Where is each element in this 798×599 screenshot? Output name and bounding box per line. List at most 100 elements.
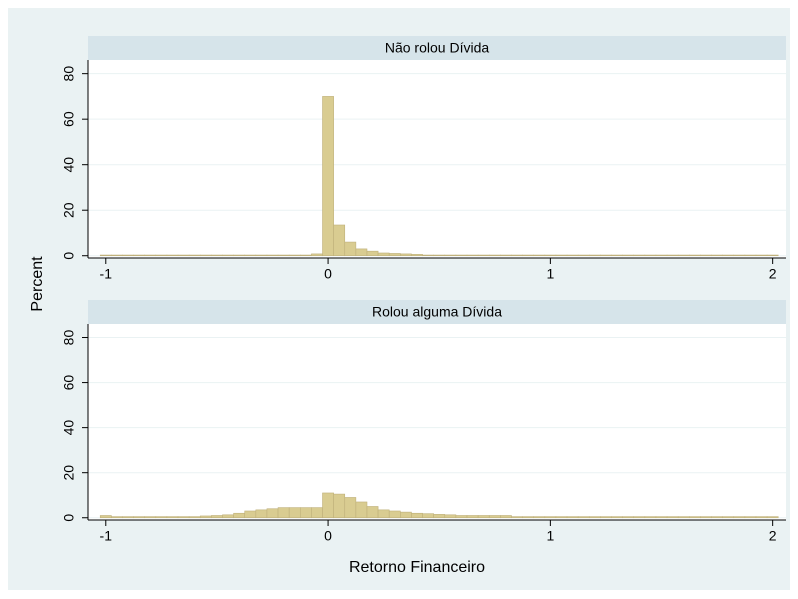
bar — [477, 254, 490, 257]
bar — [455, 254, 468, 257]
bar — [322, 492, 334, 519]
bar — [577, 254, 590, 257]
bar — [689, 254, 701, 257]
y-tick-label: 0 — [61, 252, 77, 260]
bar — [700, 254, 712, 257]
bar — [133, 254, 145, 257]
bar — [555, 516, 568, 519]
bar — [522, 254, 534, 257]
bar — [677, 516, 690, 519]
bar — [544, 254, 557, 257]
bar — [555, 254, 568, 257]
bar — [288, 507, 301, 519]
bar — [344, 241, 357, 257]
bar — [333, 224, 346, 257]
x-tick-label: 1 — [546, 266, 554, 282]
bar — [366, 506, 379, 519]
bar — [588, 254, 601, 257]
bar — [322, 96, 334, 257]
y-tick-label: 0 — [61, 514, 77, 522]
bar — [733, 516, 746, 519]
plot-area — [88, 324, 786, 520]
y-tick-label: 20 — [61, 202, 77, 218]
bar — [111, 516, 123, 519]
y-axis-label: Percent — [29, 256, 46, 312]
bar — [711, 516, 723, 519]
bar — [622, 254, 635, 257]
bar — [644, 254, 657, 257]
bar — [299, 254, 312, 257]
bar — [99, 515, 112, 519]
bar — [444, 254, 457, 257]
bar — [533, 254, 546, 257]
y-tick-label: 20 — [61, 465, 77, 481]
bar — [266, 508, 279, 519]
bar — [544, 516, 557, 519]
bar — [722, 516, 735, 519]
bar — [689, 516, 701, 519]
bar — [600, 516, 612, 519]
bar — [199, 515, 212, 519]
bar — [311, 507, 323, 519]
bar — [422, 254, 434, 257]
bar — [455, 515, 468, 519]
bar — [633, 254, 646, 257]
bar — [500, 254, 512, 257]
bar — [388, 510, 401, 519]
bar — [355, 501, 368, 519]
bar — [244, 510, 257, 519]
x-tick-label: 2 — [769, 528, 777, 544]
bar — [744, 254, 757, 257]
bar — [277, 254, 290, 257]
bar — [633, 516, 646, 519]
bar — [600, 254, 612, 257]
bar — [644, 516, 657, 519]
bar — [177, 254, 190, 257]
bar — [222, 254, 234, 257]
y-tick-label: 40 — [61, 420, 77, 436]
bar — [400, 253, 412, 257]
bar — [133, 516, 145, 519]
panel-title: Não rolou Dívida — [385, 40, 489, 56]
y-tick-label: 80 — [61, 66, 77, 82]
bar — [466, 515, 479, 519]
bar — [422, 513, 434, 519]
y-tick-label: 60 — [61, 111, 77, 127]
y-tick-label: 40 — [61, 157, 77, 173]
bar — [355, 248, 368, 257]
bar — [411, 254, 423, 257]
panel-title: Rolou alguma Dívida — [372, 304, 502, 320]
panel-header — [88, 36, 786, 60]
bar — [433, 514, 446, 519]
bar — [577, 516, 590, 519]
bar — [500, 515, 512, 519]
bar — [444, 514, 457, 519]
bar — [188, 516, 201, 519]
bar — [511, 254, 523, 257]
bar — [144, 254, 157, 257]
plot-area — [88, 60, 786, 258]
bar — [744, 516, 757, 519]
bar — [711, 254, 723, 257]
bar — [655, 516, 668, 519]
bar — [766, 516, 779, 519]
bar — [588, 516, 601, 519]
x-axis-label: Retorno Financeiro — [349, 559, 485, 576]
bar — [111, 254, 123, 257]
bar — [733, 254, 746, 257]
bar — [377, 252, 390, 257]
bar — [266, 254, 279, 257]
bar — [677, 254, 690, 257]
bar — [366, 250, 379, 257]
bar — [222, 514, 234, 519]
bar — [211, 515, 223, 519]
x-tick-label: 0 — [324, 266, 332, 282]
bar — [388, 253, 401, 257]
bar — [755, 516, 768, 519]
bar — [333, 493, 346, 519]
x-tick-label: 0 — [324, 528, 332, 544]
bar — [655, 254, 668, 257]
bar — [99, 254, 112, 257]
bar — [566, 254, 579, 257]
